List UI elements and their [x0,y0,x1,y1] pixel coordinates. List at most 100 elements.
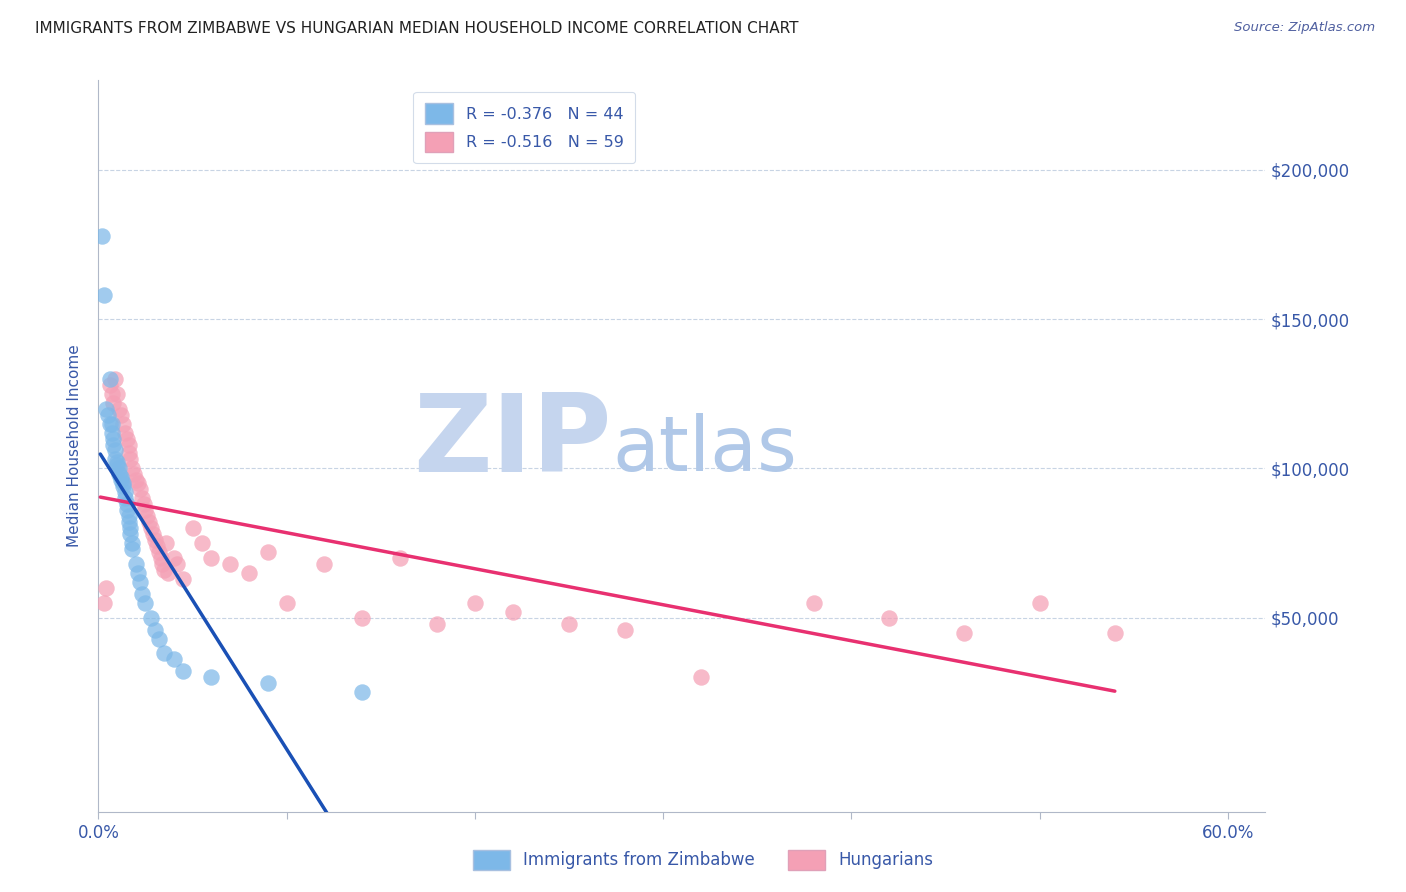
Point [314,557,336,571]
Point [256,676,278,690]
Point [139,610,162,624]
Point [148,545,170,559]
Point [110,408,132,422]
Point [115,432,138,446]
Point [108,461,131,475]
Point [134,503,156,517]
Point [122,467,145,482]
Point [108,467,131,482]
Point [1104,625,1126,640]
Point [276,596,298,610]
Point [131,587,153,601]
Point [114,491,136,506]
Point [350,610,373,624]
Point [100,417,122,431]
Point [558,616,581,631]
Point [614,623,637,637]
Point [125,557,148,571]
Point [153,647,176,661]
Point [163,652,186,666]
Legend: R = -0.376   N = 44, R = -0.516   N = 59: R = -0.376 N = 44, R = -0.516 N = 59 [413,92,636,163]
Text: Source: ZipAtlas.com: Source: ZipAtlas.com [1234,21,1375,35]
Point [94,581,117,595]
Point [98,372,121,386]
Point [111,479,134,493]
Point [152,557,174,571]
Point [117,446,139,460]
Point [121,536,143,550]
Point [98,377,121,392]
Point [350,685,373,699]
Point [502,605,524,619]
Point [426,616,449,631]
Point [98,417,121,431]
Point [256,545,278,559]
Point [143,533,166,547]
Point [155,536,177,550]
Point [105,455,128,469]
Point [139,521,162,535]
Point [163,551,186,566]
Point [127,476,149,491]
Point [200,670,222,684]
Point [138,515,160,529]
Point [105,458,128,473]
Point [149,551,172,566]
Point [103,437,125,451]
Point [105,386,128,401]
Point [143,623,166,637]
Point [172,572,194,586]
Y-axis label: Median Household Income: Median Household Income [67,344,83,548]
Point [93,288,115,302]
Point [120,521,142,535]
Point [94,401,117,416]
Point [136,509,159,524]
Legend: Immigrants from Zimbabwe, Hungarians: Immigrants from Zimbabwe, Hungarians [467,843,939,877]
Point [953,625,976,640]
Point [120,527,142,541]
Point [134,596,156,610]
Point [146,539,169,553]
Point [117,437,139,451]
Point [111,476,134,491]
Point [128,574,150,589]
Point [110,470,132,484]
Point [115,497,138,511]
Point [121,541,143,556]
Point [125,473,148,487]
Point [689,670,711,684]
Point [181,521,204,535]
Point [104,372,127,386]
Point [104,443,127,458]
Point [464,596,486,610]
Point [148,632,170,646]
Point [219,557,242,571]
Point [166,557,188,571]
Point [114,425,136,440]
Point [103,432,125,446]
Point [172,665,194,679]
Point [200,551,222,566]
Point [114,485,136,500]
Point [104,452,127,467]
Point [117,515,139,529]
Point [93,596,115,610]
Point [142,527,165,541]
Point [128,483,150,497]
Point [115,503,138,517]
Point [120,452,142,467]
Point [97,408,120,422]
Point [103,395,125,409]
Point [100,386,122,401]
Point [157,566,180,580]
Point [110,473,132,487]
Point [153,563,176,577]
Point [108,401,131,416]
Text: IMMIGRANTS FROM ZIMBABWE VS HUNGARIAN MEDIAN HOUSEHOLD INCOME CORRELATION CHART: IMMIGRANTS FROM ZIMBABWE VS HUNGARIAN ME… [35,21,799,37]
Point [127,566,149,580]
Point [238,566,260,580]
Point [117,509,139,524]
Text: atlas: atlas [612,413,797,487]
Point [91,228,114,243]
Point [131,491,153,506]
